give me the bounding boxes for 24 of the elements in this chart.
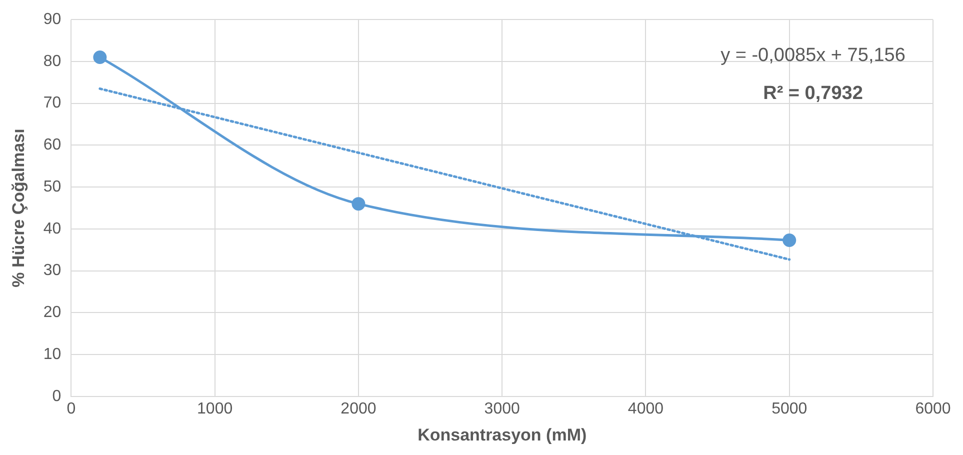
y-tick-label: 70 [43, 94, 62, 112]
x-tick-label: 6000 [915, 400, 951, 418]
point [352, 197, 366, 211]
x-tick-label: 5000 [772, 400, 808, 418]
point [93, 50, 107, 64]
x-tick-label: 2000 [340, 400, 376, 418]
y-tick-label: 60 [43, 136, 62, 154]
y-tick-label: 80 [43, 52, 62, 70]
y-tick-label: 30 [43, 262, 62, 280]
y-tick-label: 0 [52, 388, 62, 405]
x-tick-label: 4000 [628, 400, 664, 418]
y-tick-label: 90 [43, 11, 62, 28]
annotation: R² = 0,7932 [763, 82, 863, 104]
y-tick-label: 40 [43, 220, 62, 238]
point [782, 233, 796, 247]
y-tick-label: 20 [43, 304, 62, 322]
x-tick-label: 3000 [484, 400, 520, 418]
x-axis-title: Konsantrasyon (mM) [418, 425, 587, 444]
x-tick-label: 1000 [197, 400, 233, 418]
annotation: y = -0,0085x + 75,156 [720, 44, 906, 66]
y-axis-title: % Hücre Çoğalması [8, 128, 28, 288]
x-tick-label: 0 [66, 400, 76, 418]
y-tick-label: 10 [43, 346, 62, 363]
y-tick-label: 50 [43, 178, 62, 196]
